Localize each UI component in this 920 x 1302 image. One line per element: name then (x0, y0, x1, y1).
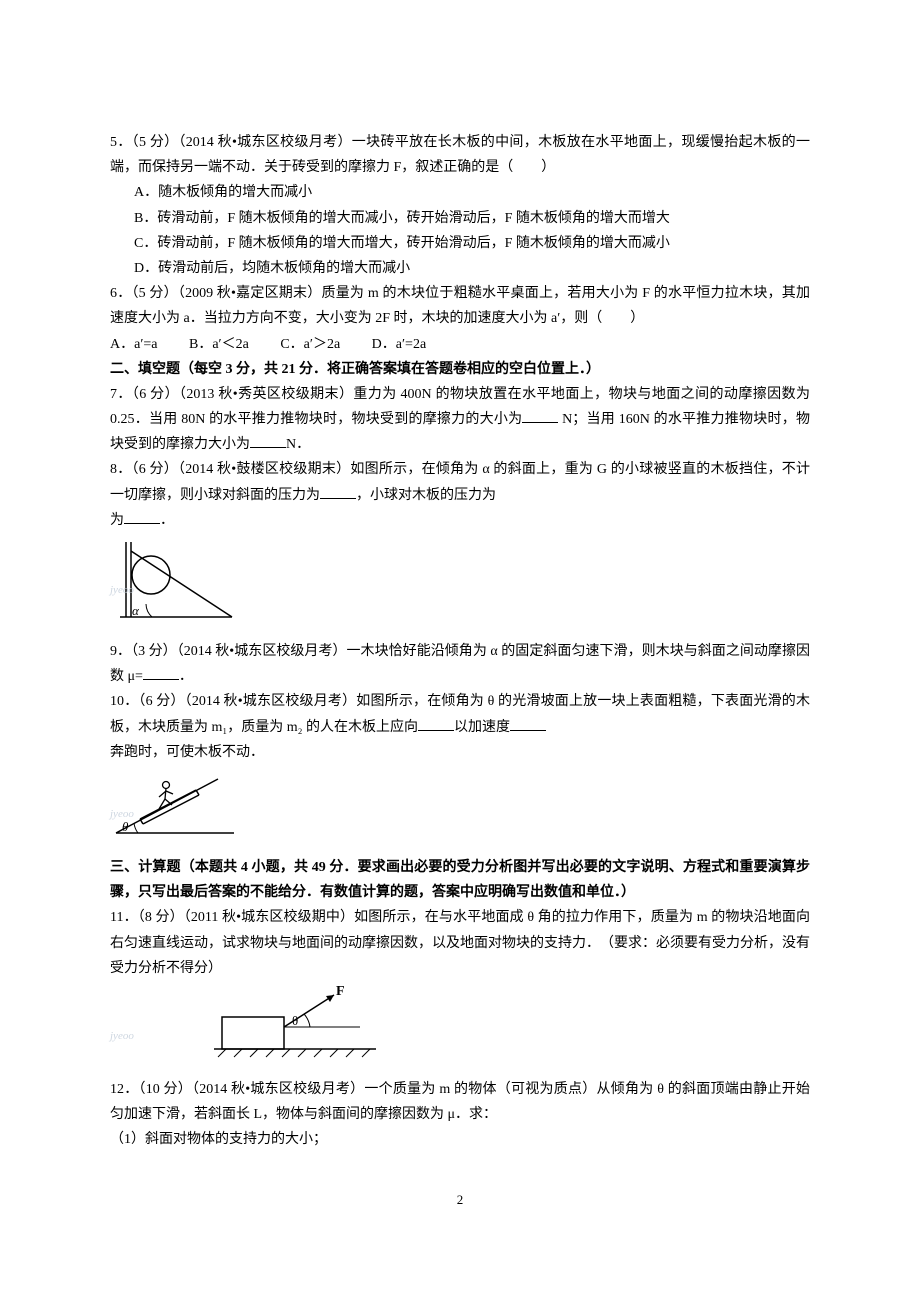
q8-blank2 (124, 508, 160, 524)
q12-sub1: （1）斜面对物体的支持力的大小； (110, 1127, 810, 1152)
q5-option-d: D．砖滑动前后，均随木板倾角的增大而减小 (110, 256, 810, 281)
q10-part2: 以加速度 (454, 720, 510, 735)
q6-option-c: C．a′＞2a (280, 337, 340, 352)
q12-stem: 12．（10 分）（2014 秋•城东区校级月考）一个质量为 m 的物体（可视为… (110, 1077, 810, 1127)
q8-figure: jyeoo α (110, 537, 810, 629)
q8-part3: ． (160, 513, 174, 528)
q8-blank1 (320, 483, 356, 499)
q5-option-a: A．随木板倾角的增大而减小 (110, 180, 810, 205)
q10-stem-line2: 奔跑时，可使木板不动． (110, 740, 810, 765)
q5-stem: 5．（5 分）（2014 秋•城东区校级月考）一块砖平放在长木板的中间，木板放在… (110, 130, 810, 180)
q8-part2: ，小球对木板的压力为 (356, 488, 496, 503)
q10-figure: jyeoo θ (110, 769, 810, 845)
incline-ball-diagram: α (110, 537, 240, 629)
q9-stem: 9．（3 分）（2014 秋•城东区校级月考）一木块恰好能沿倾角为 α 的固定斜… (110, 639, 810, 689)
section2-title: 二、填空题（每空 3 分，共 21 分．将正确答案填在答题卷相应的空白位置上．） (110, 357, 810, 382)
q7-part3: N． (286, 437, 310, 452)
q11-stem: 11．（8 分）（2011 秋•城东区校级期中）如图所示，在与水平地面成 θ 角… (110, 905, 810, 981)
incline-person-diagram: θ (110, 769, 240, 845)
q6-option-d: D．a′=2a (372, 337, 427, 352)
watermark-text: jyeoo (110, 1027, 134, 1047)
q8-stem: 8．（6 分）（2014 秋•鼓楼区校级期末）如图所示，在倾角为 α 的斜面上，… (110, 457, 810, 507)
q10-stem: 10．（6 分）（2014 秋•城东区校级月考）如图所示，在倾角为 θ 的光滑坡… (110, 689, 810, 739)
q9-part1: 9．（3 分）（2014 秋•城东区校级月考）一木块恰好能沿倾角为 α 的固定斜… (110, 644, 810, 684)
q9-blank1 (143, 664, 179, 680)
theta-label: θ (122, 819, 129, 834)
q10-blank2 (510, 715, 546, 731)
page-number: 2 (110, 1188, 810, 1211)
q6-option-b: B．a′＜2a (189, 337, 249, 352)
q6-option-a: A．a′=a (110, 337, 158, 352)
q7-stem: 7．（6 分）（2013 秋•秀英区校级期末）重力为 400N 的物块放置在水平… (110, 382, 810, 458)
q7-blank1 (522, 407, 558, 423)
theta-label: θ (292, 1013, 298, 1028)
section3-title: 三、计算题（本题共 4 小题，共 49 分．要求画出必要的受力分析图并写出必要的… (110, 855, 810, 905)
force-label: F (336, 985, 345, 999)
q11-figure: jyeoo F θ (110, 985, 810, 1067)
alpha-label: α (132, 603, 140, 618)
q6-stem: 6．（5 分）（2009 秋•嘉定区期末）质量为 m 的木块位于粗糙水平桌面上，… (110, 281, 810, 331)
q9-part2: ． (179, 669, 193, 684)
q7-blank2 (250, 432, 286, 448)
q5-option-c: C．砖滑动前，F 随木板倾角的增大而增大，砖开始滑动后，F 随木板倾角的增大而减… (110, 231, 810, 256)
q6-options: A．a′=a B．a′＜2a C．a′＞2a D．a′=2a (110, 332, 810, 357)
q8-stem-line2: 为． (110, 508, 810, 533)
q10-blank1 (418, 715, 454, 731)
block-pull-diagram: F θ (210, 985, 390, 1067)
q5-option-b: B．砖滑动前，F 随木板倾角的增大而减小，砖开始滑动后，F 随木板倾角的增大而增… (110, 206, 810, 231)
